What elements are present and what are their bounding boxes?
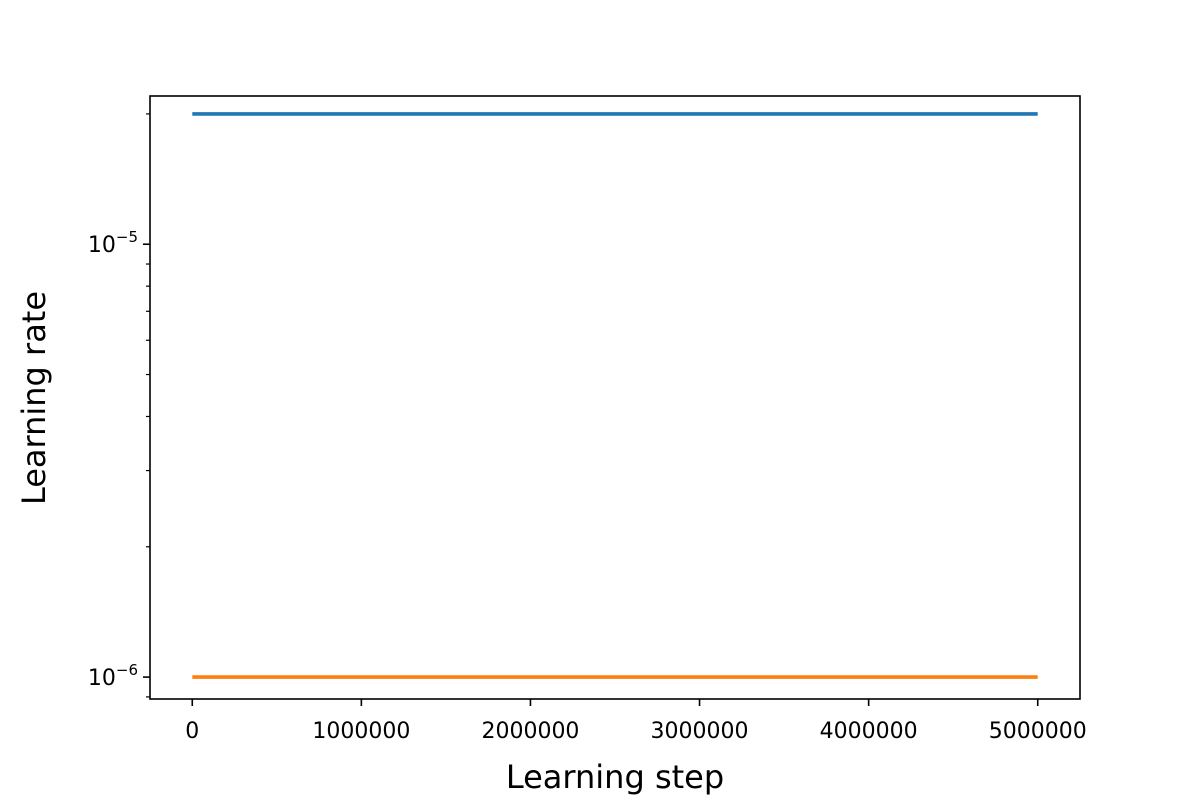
x-tick-label: 4000000 xyxy=(820,719,918,744)
x-axis-ticks: 0 1000000 2000000 3000000 4000000 5000000 xyxy=(185,699,1087,744)
plot-frame xyxy=(149,95,1081,700)
y-tick-label: 10−5 xyxy=(88,228,138,258)
x-tick-label: 0 xyxy=(185,719,199,744)
x-tick-label: 5000000 xyxy=(989,719,1087,744)
y-axis-title: Learning rate xyxy=(15,291,53,505)
y-axis-ticks: 10−6 10−5 xyxy=(88,113,150,698)
y-tick-label: 10−6 xyxy=(88,661,138,691)
x-tick-label: 3000000 xyxy=(651,719,749,744)
x-tick-label: 2000000 xyxy=(481,719,579,744)
series-layer xyxy=(192,112,1038,679)
x-axis-title: Learning step xyxy=(506,758,724,796)
x-tick-label: 1000000 xyxy=(312,719,410,744)
